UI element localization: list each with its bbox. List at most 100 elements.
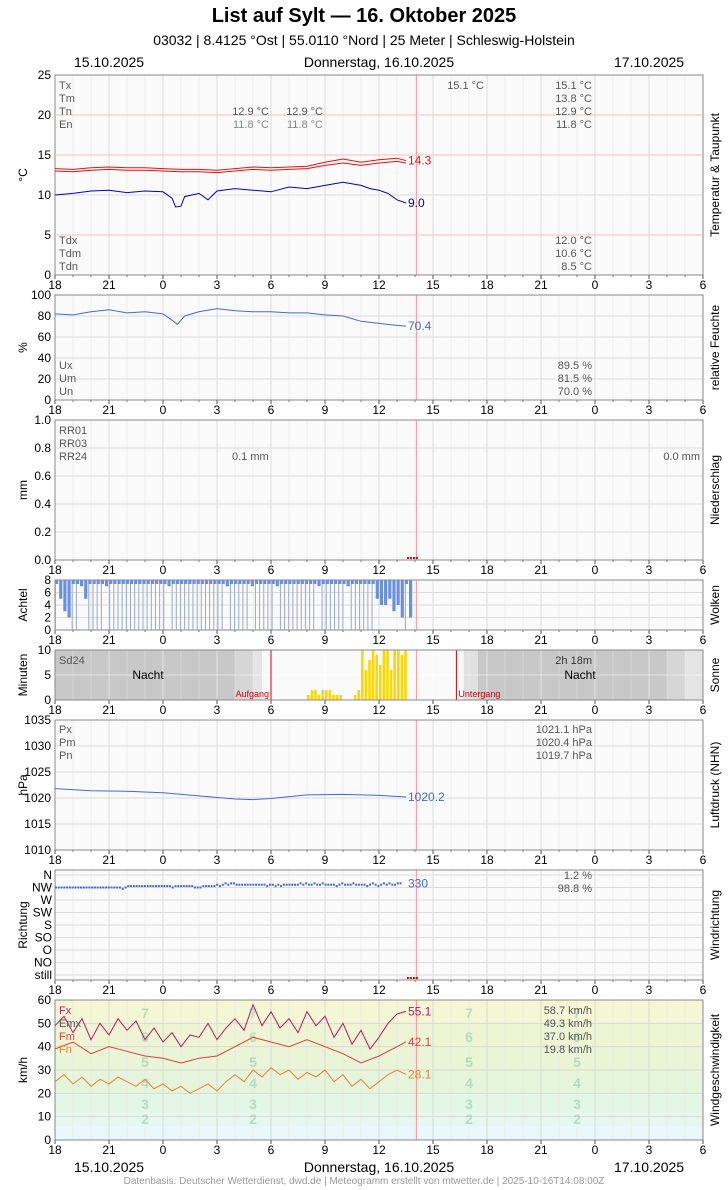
cloud-bar (55, 580, 59, 584)
temperature-series-line (54, 157, 407, 171)
pressure-stat-value: 1019.7 hPa (536, 750, 593, 762)
humidity-stat-key: Um (59, 373, 76, 385)
beaufort-number: 6 (141, 1029, 149, 1045)
temp-stat-extra: 11.8 °C (287, 119, 323, 131)
beaufort-number: 3 (141, 1096, 149, 1112)
cloud-bar (96, 580, 100, 584)
cloud-bar (375, 580, 379, 599)
humidity-stat-key: Un (59, 386, 73, 398)
x-tick-label: 12 (372, 633, 386, 647)
x-tick-label: 18 (480, 853, 494, 867)
beaufort-number: 4 (141, 1075, 149, 1091)
wind-direction-point (77, 886, 80, 889)
cloud-bar (350, 580, 354, 584)
x-tick-label: 12 (372, 278, 386, 292)
x-tick-label: 3 (646, 563, 653, 577)
x-tick-label: 0 (592, 278, 599, 292)
wind-direction-point (374, 883, 377, 886)
beaufort-number: 5 (249, 1054, 257, 1070)
wind-direction-point (377, 885, 380, 888)
y-tick-label: 1025 (24, 765, 51, 779)
temp-stat-extra: 15.1 °C (447, 80, 484, 92)
cloud-bar-line (313, 580, 315, 630)
cloud-bar-line (254, 580, 256, 630)
cloud-bar-line (221, 580, 223, 630)
cloud-bar-line (117, 580, 119, 630)
wind-direction-point (232, 882, 235, 885)
cloud-bar-line (329, 580, 331, 630)
precip-missing-marker (406, 557, 409, 559)
wind-direction-point (327, 883, 330, 886)
beaufort-number: 2 (249, 1111, 257, 1127)
wind-direction-point (202, 885, 205, 888)
x-tick-label: 18 (480, 278, 494, 292)
cloud-bar (213, 580, 217, 584)
wind-direction-point (230, 882, 233, 885)
cloud-bar-line (242, 580, 244, 630)
direction-tick-label: O (43, 943, 52, 957)
wind-direction-point (130, 885, 133, 888)
x-tick-label: 3 (214, 1143, 221, 1157)
wind-direction-point (205, 885, 208, 888)
x-tick-label: 3 (646, 983, 653, 997)
pressure-stat-key: Pn (59, 750, 72, 762)
precip-rr24-tomorrow: 0.0 mm (663, 451, 700, 463)
wind-direction-point (274, 885, 277, 888)
cloud-bar (184, 580, 188, 584)
y-axis-label: °C (16, 168, 30, 182)
x-tick-label: 9 (322, 633, 329, 647)
y-tick-label: 20 (38, 108, 52, 122)
wind-direction-point (296, 883, 299, 886)
x-tick-label: 21 (102, 983, 116, 997)
cloud-bar-line (334, 580, 336, 630)
x-tick-label: 21 (102, 633, 116, 647)
cloud-bar (104, 580, 109, 587)
cloud-bar (71, 580, 75, 584)
wind-direction-point (282, 883, 285, 886)
x-tick-label: 9 (322, 403, 329, 417)
temp-stat-value: 12.9 °C (555, 106, 592, 118)
x-tick-label: 18 (48, 983, 62, 997)
y-axis-label: % (16, 342, 30, 353)
date-left-bottom: 15.10.2025 (74, 1159, 145, 1175)
beaufort-number: 4 (249, 1075, 257, 1091)
x-tick-label: 15 (426, 563, 440, 577)
beaufort-number: 6 (573, 1029, 581, 1045)
x-tick-label: 21 (534, 703, 548, 717)
cloud-bar-line (309, 580, 311, 630)
y-tick-label: 30 (38, 1063, 52, 1077)
y-tick-label: 1030 (24, 739, 51, 753)
y-tick-label: 20 (38, 1086, 52, 1100)
wind-direction-point (346, 883, 349, 886)
wind-direction-point (360, 883, 363, 886)
x-tick-label: 6 (268, 633, 275, 647)
sunrise-label: Aufgang (235, 689, 269, 699)
cloud-bar-line (71, 580, 73, 630)
wind-direction-point (235, 883, 238, 886)
wind-direction-point (263, 883, 266, 886)
wind-direction-point (344, 883, 347, 886)
cloud-bar (392, 580, 396, 612)
wind-direction-point (174, 885, 177, 888)
wind-direction-point (255, 883, 258, 886)
cloud-bar (242, 580, 246, 584)
cloud-bar-line (175, 580, 177, 630)
cloud-bar (92, 580, 96, 584)
cloud-bar (271, 580, 275, 584)
x-tick-label: 0 (592, 703, 599, 717)
wind-direction-point (380, 883, 383, 886)
cloud-bar-line (288, 580, 290, 630)
cloud-bar-line (263, 580, 265, 630)
sunshine-bar (339, 695, 342, 700)
temp-stat-extra: 12.9 °C (286, 106, 323, 118)
beaufort-number: 7 (465, 1005, 473, 1021)
x-tick-label: 21 (534, 403, 548, 417)
x-tick-label: 0 (160, 633, 167, 647)
series-end-label: 28.1 (408, 1067, 432, 1081)
cloud-bar-line (88, 580, 90, 630)
panel-side-label: Luftdruck (NHN) (708, 742, 722, 829)
wind-direction-point (266, 885, 269, 888)
x-tick-label: 21 (534, 278, 548, 292)
x-tick-label: 0 (160, 1143, 167, 1157)
cloud-bar (334, 580, 338, 584)
